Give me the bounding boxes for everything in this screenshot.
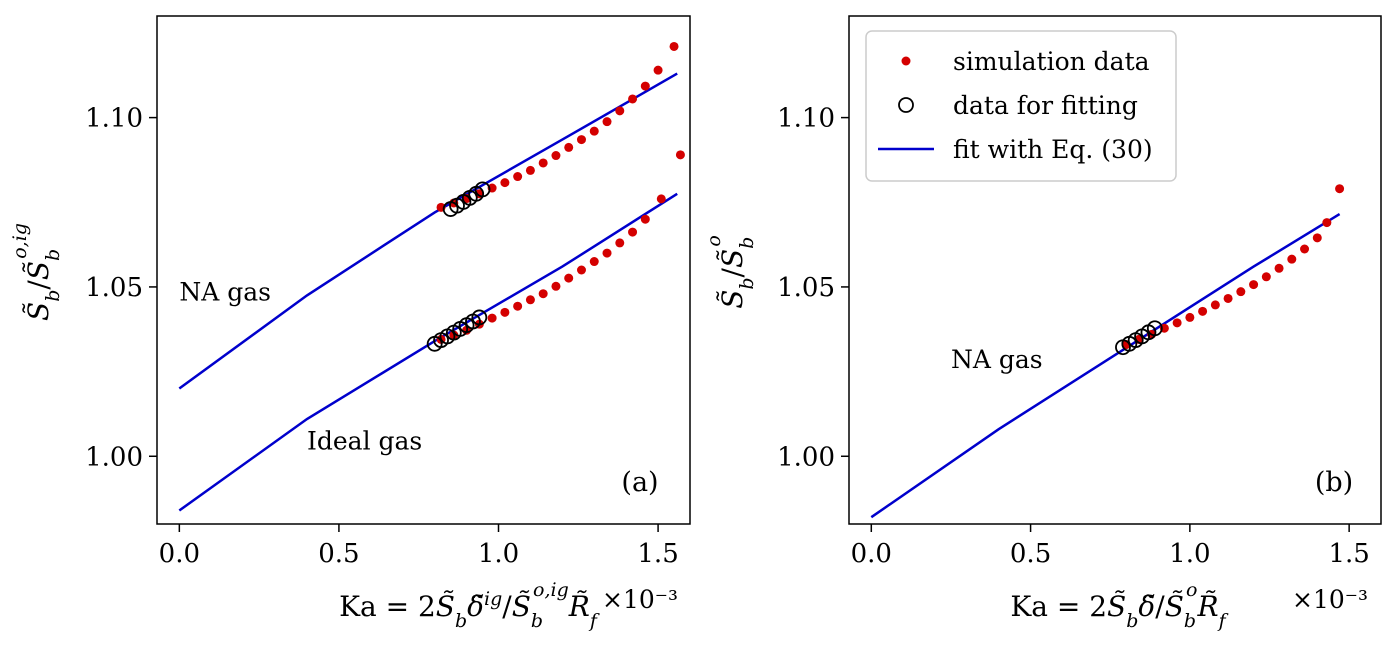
panel-a-sim-point <box>653 65 663 75</box>
panel-b-xtick-label: 1.5 <box>1328 539 1369 569</box>
panel-a-sim-point <box>675 150 685 160</box>
panel-a-sim-point <box>564 142 574 152</box>
panel-b-label: (b) <box>1315 467 1353 498</box>
panel-a-sim-point <box>628 94 638 104</box>
panel-b-ytick-label: 1.05 <box>777 273 835 303</box>
panel-b: 0.0 0.5 1.0 1.5 1.00 1.05 1.10 NA gas (b) S̃b/… <box>703 15 1382 632</box>
panel-b-sim-point <box>1335 184 1345 194</box>
panel-b-ticks: 0.0 0.5 1.0 1.5 1.00 1.05 1.10 <box>777 104 1370 569</box>
panel-a-sim-point <box>500 307 510 317</box>
panel-a-sim-point <box>525 165 535 175</box>
panel-b-fit-data-point <box>1146 320 1163 337</box>
panel-a-frame <box>156 15 691 525</box>
panel-a-fit-line-5 <box>178 192 678 512</box>
panel-b-sim-point <box>1249 280 1259 290</box>
panel-a-annotation: Ideal gas <box>307 426 422 455</box>
panel-a-sim-point <box>615 106 625 116</box>
panel-a-annotation: NA gas <box>179 277 271 306</box>
legend-label-fit: fit with Eq. (30) <box>953 135 1153 164</box>
panel-b-sim-point <box>1322 218 1332 228</box>
legend: simulation data data for fitting fit wit… <box>865 30 1177 182</box>
panel-a-sim-point <box>513 301 523 311</box>
panel-a-ytick-label: 1.00 <box>85 442 143 472</box>
panel-a-xlabel: Ka = 2S̃bδ̃ig/S̃bo,igR̃f <box>339 579 600 632</box>
panel-a-ylabel: S̃b/S̃bo,ig <box>9 223 64 321</box>
panel-a-ticks: 0.0 0.5 1.0 1.5 1.00 1.05 1.10 <box>85 104 679 569</box>
panel-b-sim-point <box>1172 318 1182 328</box>
panel-a-xtick-label: 0.5 <box>318 539 359 569</box>
panel-a-sim-point <box>640 81 650 91</box>
panel-a-sim-point <box>487 313 497 323</box>
panel-a-fit-line-2 <box>178 72 678 390</box>
panel-a-sim-point <box>602 117 612 127</box>
panel-a: 0.0 0.5 1.0 1.5 1.00 1.05 1.10 NA gas Ideal gas… <box>9 15 691 632</box>
panel-b-sim-point <box>1236 287 1246 297</box>
panel-a-xtick-label: 1.5 <box>637 539 678 569</box>
legend-label-simulation: simulation data <box>953 47 1150 76</box>
panel-a-sim-point <box>576 135 586 145</box>
panel-a-sim-point <box>538 289 548 299</box>
panel-b-sim-point <box>1287 254 1297 264</box>
panel-b-sim-point <box>1300 244 1310 254</box>
panel-a-ytick-label: 1.05 <box>85 273 143 303</box>
panel-a-sim-point <box>589 257 599 267</box>
panel-b-xtick-label: 1.0 <box>1169 539 1210 569</box>
panel-a-sim-point <box>628 227 638 237</box>
legend-box <box>865 30 1177 182</box>
panel-b-sim-point <box>1223 293 1233 303</box>
panel-b-sim-point <box>1312 233 1322 243</box>
panel-b-sim-point <box>1210 300 1220 310</box>
panel-b-annotations: NA gas <box>951 345 1043 374</box>
panel-b-xlabel: Ka = 2S̃bδ̃/S̃boR̃f <box>1010 579 1228 632</box>
panel-a-sim-point <box>525 295 535 305</box>
panel-a-sim-point <box>538 158 548 168</box>
legend-label-fitting: data for fitting <box>953 91 1138 120</box>
panel-b-xtick-label: 0.0 <box>851 539 892 569</box>
panel-a-sim-point <box>615 238 625 248</box>
panel-b-sim-point <box>1185 312 1195 322</box>
panel-b-sim-point <box>1261 272 1271 282</box>
panel-a-xtick-label: 0.0 <box>159 539 200 569</box>
legend-marker-simulation <box>901 56 911 66</box>
panel-b-sim-point <box>1274 263 1284 273</box>
panel-a-sim-point <box>669 41 679 51</box>
panel-b-frame <box>848 15 1382 525</box>
panel-a-fit-data-point <box>471 309 488 326</box>
panel-a-sim-point <box>640 214 650 224</box>
panel-a-sim-point <box>551 281 561 291</box>
panel-b-ytick-label: 1.10 <box>777 104 835 134</box>
panel-a-sim-point <box>656 194 666 204</box>
panel-a-sim-point <box>589 126 599 136</box>
panel-a-xtick-label: 1.0 <box>478 539 519 569</box>
panel-a-sim-point <box>500 178 510 188</box>
panel-a-sim-point <box>513 172 523 182</box>
panel-b-fit-line-2 <box>870 213 1341 519</box>
panel-a-x-multiplier: ×10⁻³ <box>602 585 678 614</box>
panel-b-marks <box>870 184 1345 519</box>
panel-a-sim-point <box>551 151 561 161</box>
panel-a-annotations: NA gas Ideal gas <box>179 277 422 455</box>
panel-a-ytick-label: 1.10 <box>85 104 143 134</box>
panel-b-xtick-label: 0.5 <box>1010 539 1051 569</box>
legend-marker-fitting <box>898 97 914 113</box>
panel-a-fit-data-point <box>474 181 491 198</box>
panel-b-ytick-label: 1.00 <box>777 442 835 472</box>
panel-b-x-multiplier: ×10⁻³ <box>1292 585 1368 614</box>
panel-a-label: (a) <box>621 467 658 498</box>
panel-b-sim-point <box>1198 306 1208 316</box>
panel-b-ylabel: S̃b/S̃bo <box>703 235 758 309</box>
panel-a-sim-point <box>602 248 612 258</box>
panel-b-annotation: NA gas <box>951 345 1043 374</box>
panel-a-sim-point <box>564 273 574 283</box>
panel-a-marks <box>178 41 685 512</box>
panel-a-sim-point <box>576 265 586 275</box>
